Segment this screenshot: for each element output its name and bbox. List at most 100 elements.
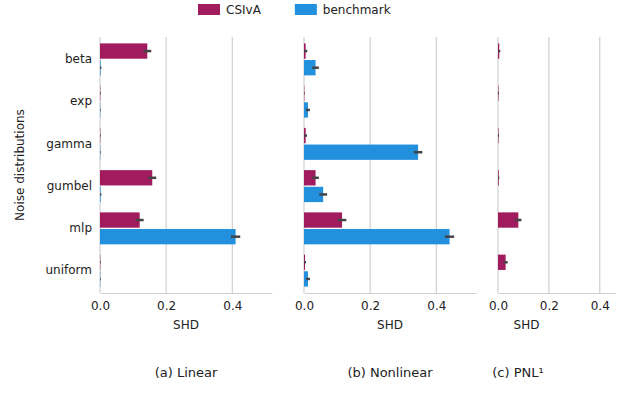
- panel: 0.00.20.4SHD(b) Nonlinear: [295, 37, 477, 380]
- error-bar: [100, 92, 102, 95]
- error-bar: [304, 92, 306, 95]
- error-bar: [312, 177, 319, 180]
- legend-item: benchmark: [295, 3, 391, 17]
- bar: [304, 145, 418, 160]
- x-tick: 0.2: [540, 293, 559, 313]
- y-tick: gamma: [46, 137, 100, 151]
- panel-title: (b) Nonlinear: [347, 365, 433, 380]
- legend-label: benchmark: [323, 3, 391, 17]
- marks: [304, 43, 454, 286]
- grid-line: [166, 37, 167, 293]
- error-bar: [498, 50, 500, 53]
- legend-swatch: [198, 4, 220, 15]
- legend-item: CSIvA: [198, 3, 262, 17]
- x-axis: 0.0 0.2 0.4: [489, 293, 616, 313]
- y-tick: uniform: [45, 263, 100, 277]
- error-bar: [100, 278, 102, 281]
- x-tick: 0.0: [91, 293, 110, 313]
- bar: [100, 187, 101, 202]
- error-bar: [304, 261, 306, 264]
- bar: [100, 271, 101, 286]
- bar: [304, 212, 342, 227]
- bar: [304, 86, 305, 101]
- bar: [498, 128, 499, 143]
- grid-line: [548, 37, 549, 293]
- x-tick-label: 0.0: [489, 299, 508, 313]
- y-axis-title: Noise distributions: [13, 109, 27, 221]
- x-tick: 0.4: [591, 293, 610, 313]
- y-tick: exp: [70, 94, 100, 108]
- error-bar: [445, 235, 454, 238]
- error-bar: [498, 177, 499, 180]
- x-tick-label: 0.2: [361, 299, 380, 313]
- y-tick-label: uniform: [45, 263, 92, 277]
- panel: 0.0 0.2 0.4 SHD (c) PNL¹: [489, 37, 616, 380]
- chart: CSIvA benchmark Noise distributions beta exp…: [0, 0, 640, 401]
- error-bar: [148, 177, 156, 180]
- y-tick-label: beta: [65, 52, 92, 66]
- error-bar: [312, 66, 319, 69]
- bar: [304, 255, 305, 270]
- x-tick: 0.4: [223, 293, 242, 313]
- error-bar: [100, 261, 102, 264]
- grid-line: [497, 37, 498, 293]
- panel: 0.0 0.2 0.4 SHD (a) Linear: [91, 37, 273, 380]
- error-bar: [306, 278, 310, 281]
- x-tick-label: 0.4: [427, 299, 446, 313]
- grid-line: [303, 37, 304, 293]
- error-bar: [515, 219, 521, 222]
- y-tick-label: mlp: [69, 221, 92, 235]
- error-bar: [143, 50, 151, 53]
- grid: [304, 37, 436, 293]
- x-axis-line: [305, 293, 477, 294]
- x-axis-title: SHD: [514, 318, 540, 332]
- grid-line: [99, 37, 100, 293]
- x-tick: 0.4: [427, 293, 446, 313]
- bar: [100, 255, 101, 270]
- x-axis: 0.0 0.2 0.4: [91, 293, 273, 313]
- marks: [100, 43, 240, 286]
- error-bar: [100, 66, 101, 69]
- error-bar: [136, 219, 144, 222]
- panel-title: (c) PNL¹: [492, 365, 543, 380]
- legend-label: CSIvA: [226, 3, 262, 17]
- y-tick: gumbel: [47, 179, 100, 193]
- x-tick: 0.2: [361, 293, 380, 313]
- bar: [100, 43, 147, 58]
- error-bar: [304, 50, 307, 53]
- x-tick-label: 0.0: [91, 299, 110, 313]
- bar: [498, 86, 499, 101]
- bar: [100, 170, 152, 185]
- error-bar: [338, 219, 347, 222]
- grid: [100, 37, 232, 293]
- grid: [498, 37, 600, 293]
- x-axis: 0.0 0.2 0.4: [295, 293, 477, 313]
- bar: [498, 170, 499, 185]
- panel-title: (a) Linear: [155, 365, 218, 380]
- error-bar: [100, 193, 101, 196]
- error-bar: [414, 151, 423, 154]
- error-bar: [100, 109, 102, 112]
- x-axis-line: [101, 293, 273, 294]
- bar: [100, 60, 101, 75]
- x-tick-label: 0.4: [591, 299, 610, 313]
- error-bar: [304, 134, 307, 137]
- y-tick: beta: [65, 52, 100, 66]
- bar: [100, 145, 101, 160]
- x-tick-label: 0.2: [157, 299, 176, 313]
- error-bar: [100, 151, 102, 154]
- error-bar: [319, 193, 327, 196]
- y-tick-label: gumbel: [47, 179, 92, 193]
- y-tick: mlp: [69, 221, 100, 235]
- legend: CSIvA benchmark: [198, 3, 391, 17]
- error-bar: [498, 92, 499, 95]
- y-axis: beta exp gamma gumbel mlp uniform: [45, 52, 100, 277]
- x-tick-label: 0.0: [295, 299, 314, 313]
- grid-line: [232, 37, 233, 293]
- marks: [498, 43, 521, 270]
- error-bar: [100, 134, 102, 137]
- bar: [100, 128, 101, 143]
- x-axis-title: SHD: [173, 318, 199, 332]
- legend-swatch: [295, 4, 317, 15]
- x-tick: 0.0: [295, 293, 314, 313]
